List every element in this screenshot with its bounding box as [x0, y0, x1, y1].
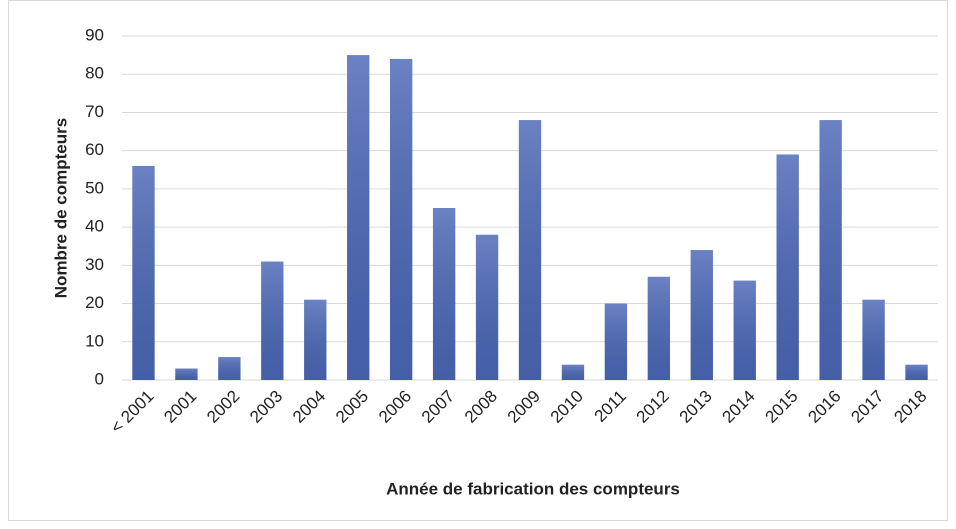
y-tick-label: 50	[85, 178, 104, 197]
bar-shade	[475, 234, 499, 380]
bar-shade	[347, 55, 370, 380]
bar-shade	[218, 357, 241, 380]
y-tick-label: 40	[85, 217, 104, 236]
y-axis-title: Nombre de compteurs	[51, 118, 70, 298]
y-tick-label: 30	[85, 255, 104, 274]
bar-shade	[132, 165, 155, 380]
bar-shade	[862, 299, 885, 380]
bar-shade	[175, 368, 198, 380]
y-tick-label: 70	[85, 102, 104, 121]
bar-shade	[776, 154, 799, 380]
x-axis-title: Année de fabrication des compteurs	[386, 479, 680, 498]
bar-shade	[561, 364, 585, 380]
bar-shade	[819, 120, 842, 380]
y-tick-label: 80	[85, 64, 104, 83]
bar-shade	[389, 58, 413, 380]
bar-shade	[905, 364, 928, 380]
bar-shade	[432, 208, 456, 380]
y-tick-label: 20	[85, 293, 104, 312]
bar-shade	[261, 261, 284, 380]
bar-shade	[604, 303, 628, 380]
y-tick-label: 10	[85, 331, 104, 350]
y-tick-label: 60	[85, 140, 104, 159]
bar-shade	[647, 276, 671, 380]
y-tick-label: 90	[85, 25, 104, 44]
bar-shade	[518, 120, 542, 380]
bar-shade	[304, 299, 327, 380]
bar-shade	[690, 250, 713, 380]
y-tick-label: 0	[95, 369, 104, 388]
bar-shade	[733, 280, 756, 380]
